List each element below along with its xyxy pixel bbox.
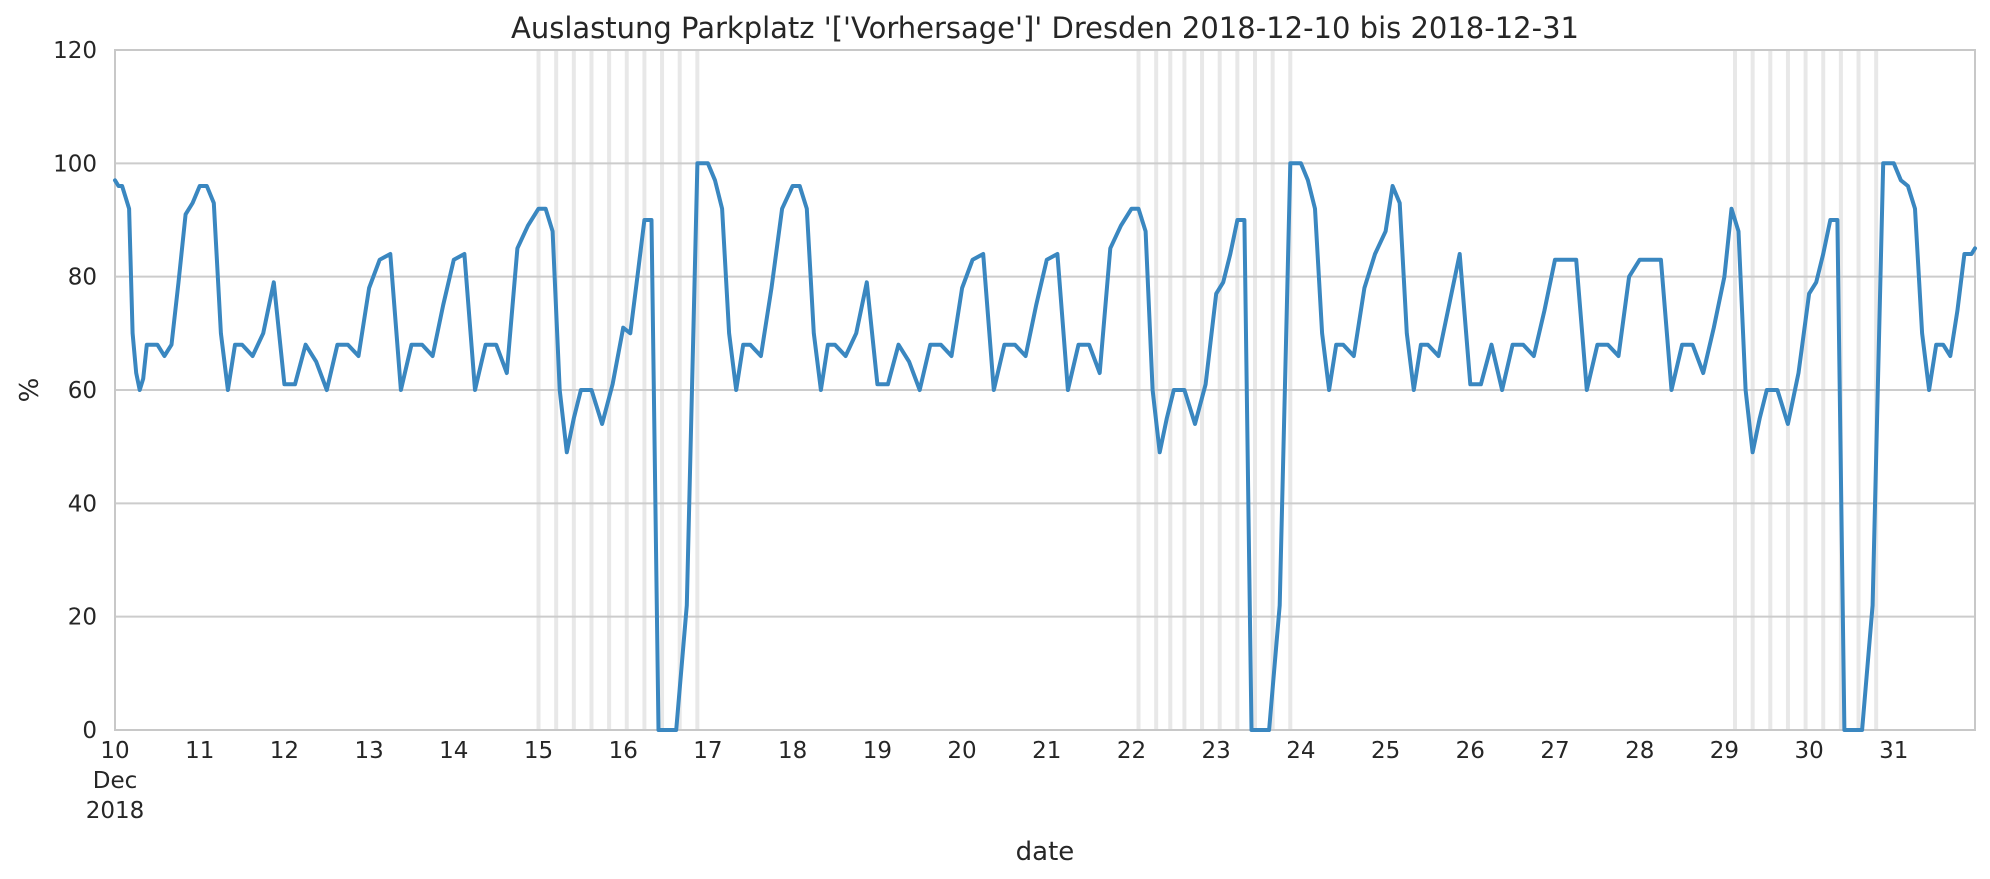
x-axis-label: date [1016, 837, 1075, 867]
y-tick-labels: 0 20 40 60 80 100 120 [53, 38, 97, 744]
x-tick-label: 21 [1032, 738, 1061, 764]
y-tick-label: 100 [53, 151, 97, 177]
series-line [113, 161, 1977, 732]
x-tick-label: 16 [609, 738, 638, 764]
x-tick-label: 27 [1540, 738, 1569, 764]
x-tick-year-label: 2018 [86, 798, 145, 824]
x-tick-label: 15 [524, 738, 553, 764]
x-tick-label: 12 [270, 738, 299, 764]
x-tick-label: 14 [439, 738, 468, 764]
x-tick-label: 24 [1286, 738, 1315, 764]
chart-title: Auslastung Parkplatz '['Vorhersage']' Dr… [511, 11, 1579, 45]
plot-area-frame [114, 49, 1976, 731]
x-tick-label: 10 [100, 738, 129, 764]
x-tick-label: 25 [1371, 738, 1400, 764]
x-tick-label: 19 [863, 738, 892, 764]
x-tick-label: 17 [693, 738, 722, 764]
y-tick-label: 120 [53, 38, 97, 64]
y-axis-label: % [15, 378, 45, 403]
y-tick-label: 60 [68, 378, 97, 404]
y-tick-label: 0 [82, 718, 97, 744]
x-tick-label: 11 [185, 738, 214, 764]
x-tick-label: 20 [947, 738, 976, 764]
x-tick-label: 18 [778, 738, 807, 764]
y-tick-label: 80 [68, 265, 97, 291]
x-tick-month-label: Dec [93, 768, 138, 794]
x-tick-label: 28 [1625, 738, 1654, 764]
x-tick-label: 30 [1794, 738, 1823, 764]
x-tick-label: 13 [354, 738, 383, 764]
y-tick-label: 20 [68, 605, 97, 631]
y-tick-label: 40 [68, 491, 97, 517]
x-tick-label: 26 [1456, 738, 1485, 764]
x-tick-label: 22 [1117, 738, 1146, 764]
x-tick-label: 29 [1710, 738, 1739, 764]
x-tick-label: 23 [1202, 738, 1231, 764]
x-tick-labels: 10 Dec 2018 11 12 13 14 15 16 17 18 19 20 21 22 23 24 25 2… [86, 738, 1909, 824]
x-tick-label: 31 [1879, 738, 1908, 764]
